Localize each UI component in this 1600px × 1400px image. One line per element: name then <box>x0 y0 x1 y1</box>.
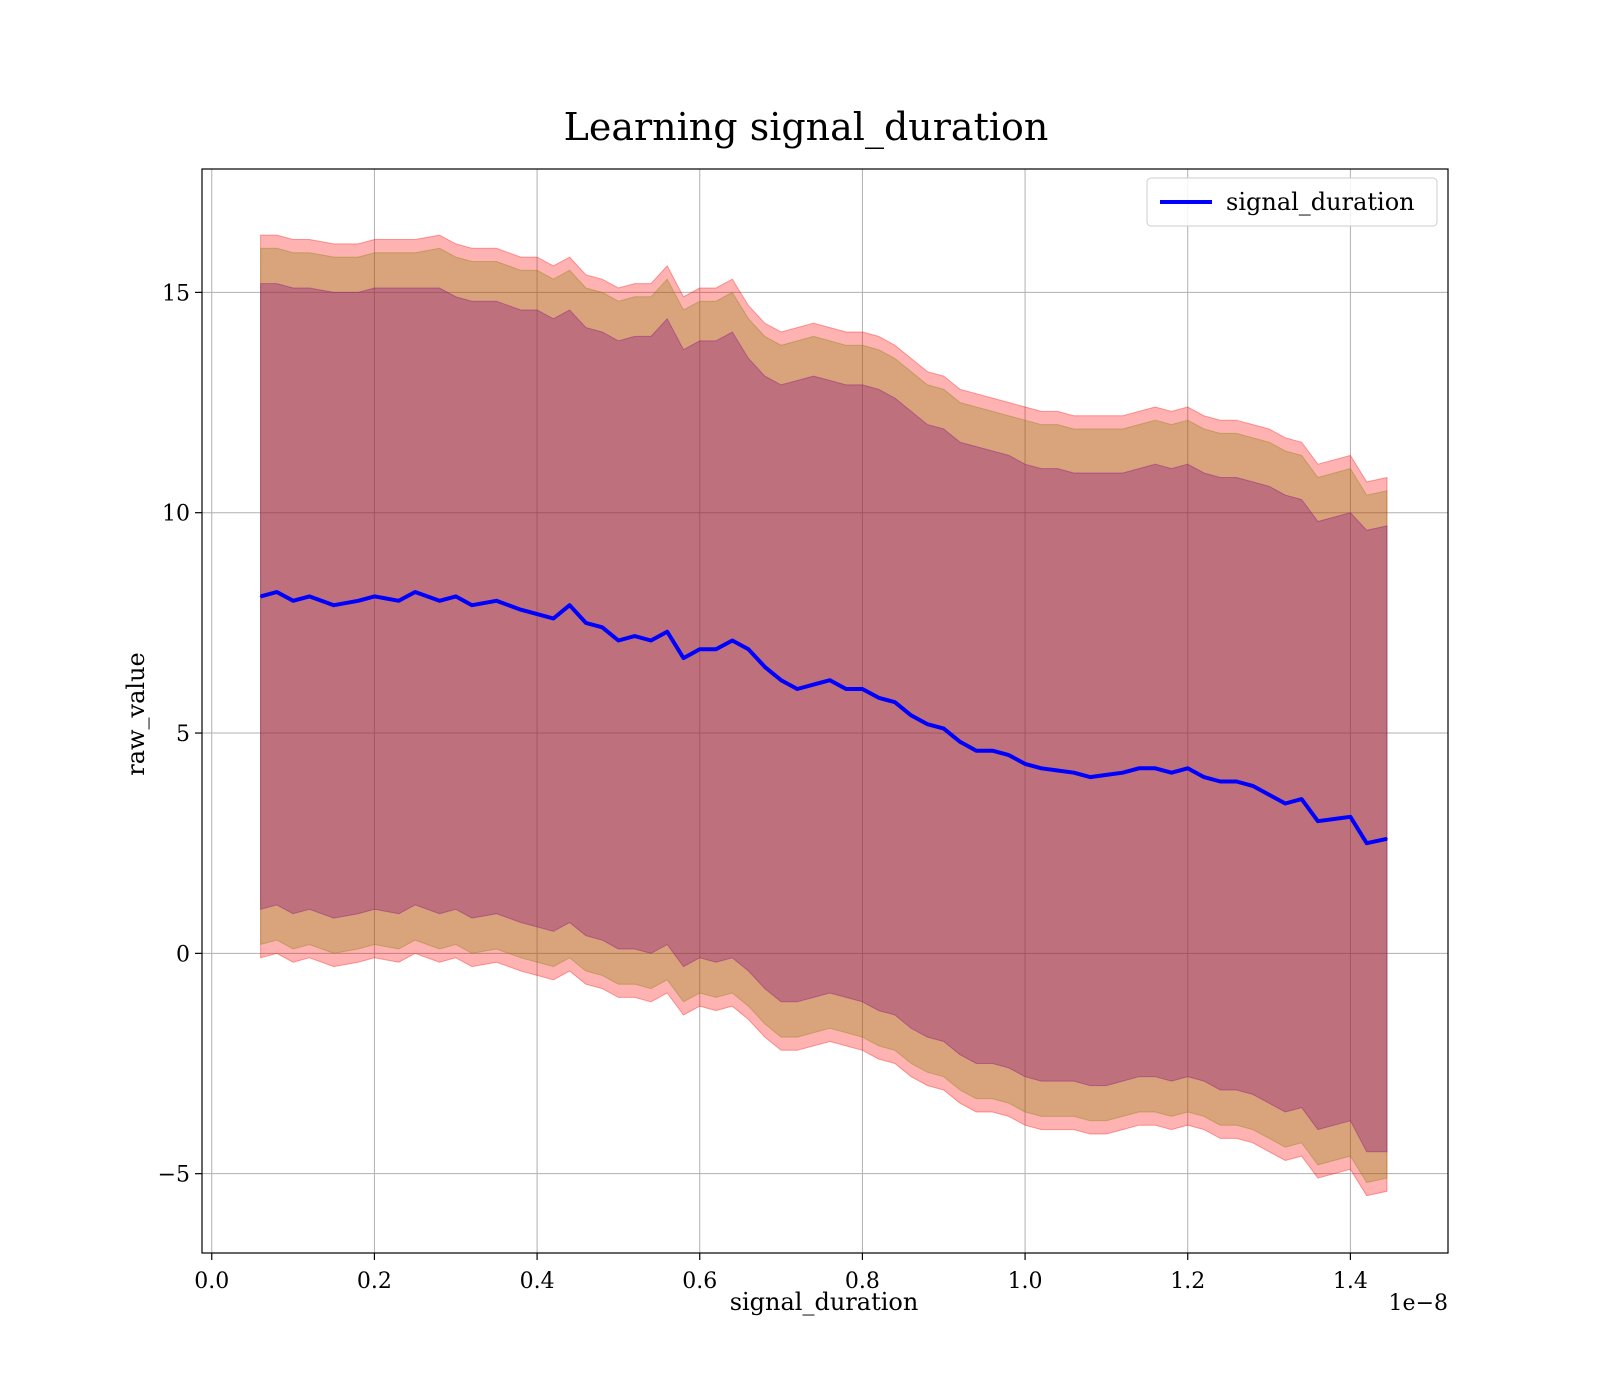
legend-label: signal_duration <box>1226 188 1415 216</box>
x-tick-label: 0.0 <box>194 1269 229 1294</box>
data-point <box>1008 754 1010 756</box>
data-point <box>991 749 994 752</box>
data-point <box>910 714 912 717</box>
data-point <box>276 591 278 593</box>
data-point <box>959 741 961 743</box>
data-point <box>536 613 538 615</box>
data-point <box>942 727 945 730</box>
data-point <box>731 639 734 642</box>
data-point <box>877 697 880 699</box>
plot-frame <box>201 168 1449 1254</box>
data-point <box>333 604 335 606</box>
data-point <box>601 626 603 629</box>
y-tick-label: 5 <box>176 722 190 747</box>
x-axis-offset-label: 1e−8 <box>1389 1291 1448 1316</box>
data-point <box>1170 771 1173 774</box>
data-point <box>1186 767 1189 770</box>
data-point <box>698 648 701 651</box>
data-point <box>1219 780 1222 783</box>
confidence-band-2 <box>260 283 1388 1153</box>
data-point <box>764 666 766 668</box>
x-tick-label: 0.8 <box>845 1269 880 1294</box>
data-point <box>414 591 416 593</box>
y-tick-label: 0 <box>176 942 190 967</box>
data-point <box>894 701 896 703</box>
data-point <box>1105 774 1108 776</box>
data-point <box>926 723 929 725</box>
data-point <box>1235 780 1238 783</box>
confidence-band-0 <box>260 234 1388 1197</box>
x-axis-label: signal_duration <box>730 1288 919 1316</box>
confidence-band-1 <box>260 247 1388 1184</box>
data-point <box>650 639 652 642</box>
y-tick-label: 15 <box>162 281 190 306</box>
data-point <box>682 657 685 659</box>
y-tick-label: 10 <box>162 502 190 527</box>
data-point <box>259 595 262 598</box>
data-point <box>455 595 457 598</box>
data-point <box>438 600 441 602</box>
data-point <box>292 600 294 602</box>
x-axis-ticks: 0.0 0.2 0.4 0.6 0.8 1.0 1.2 1.4 <box>194 1253 1368 1294</box>
data-point <box>1089 776 1091 778</box>
data-point <box>585 622 587 624</box>
chart-title: Learning signal_duration <box>564 105 1049 150</box>
data-point <box>1386 838 1388 840</box>
data-point <box>1138 767 1140 770</box>
data-point <box>471 604 473 606</box>
x-tick-label: 1.4 <box>1333 1269 1368 1294</box>
x-tick-label: 0.4 <box>520 1269 555 1294</box>
data-point <box>861 688 864 690</box>
data-point <box>1154 767 1156 770</box>
data-point <box>520 608 522 611</box>
data-point <box>1365 842 1368 844</box>
data-point <box>845 688 847 690</box>
data-point <box>1056 769 1059 772</box>
data-point <box>1317 820 1319 822</box>
legend: signal_duration <box>1146 177 1438 227</box>
data-point <box>633 635 636 637</box>
data-point <box>1203 776 1205 778</box>
y-axis-label: raw_value <box>122 652 150 776</box>
data-point <box>617 639 620 642</box>
data-point <box>1252 785 1254 787</box>
data-point <box>1073 771 1075 774</box>
data-point <box>975 749 978 752</box>
data-point <box>1300 798 1303 800</box>
grid <box>202 169 1448 1253</box>
x-tick-label: 1.0 <box>1008 1269 1043 1294</box>
data-point <box>1024 763 1026 765</box>
series-lines <box>259 590 1388 846</box>
data-point <box>398 600 400 602</box>
data-point <box>357 600 360 602</box>
legend-box <box>1146 177 1438 227</box>
data-point <box>715 648 717 651</box>
y-axis-ticks: −5 0 5 10 15 <box>158 281 202 1188</box>
data-point <box>308 595 311 598</box>
data-point <box>1333 818 1335 820</box>
data-point <box>568 604 571 606</box>
data-point <box>552 617 555 620</box>
data-point <box>1268 793 1270 796</box>
data-point <box>666 630 668 633</box>
data-point <box>1284 802 1287 805</box>
x-tick-label: 1.2 <box>1170 1269 1205 1294</box>
confidence-bands <box>260 234 1388 1197</box>
data-point <box>747 648 750 651</box>
data-point <box>1349 816 1352 818</box>
y-tick-label: −5 <box>158 1163 190 1188</box>
data-point <box>495 600 498 602</box>
data-point <box>812 683 815 686</box>
data-point <box>373 595 376 598</box>
x-tick-label: 0.6 <box>682 1269 717 1294</box>
data-point <box>796 688 799 690</box>
data-point <box>1121 771 1124 774</box>
data-point <box>1040 767 1043 770</box>
x-tick-label: 0.2 <box>357 1269 392 1294</box>
data-point <box>780 679 782 681</box>
data-point <box>829 679 831 681</box>
